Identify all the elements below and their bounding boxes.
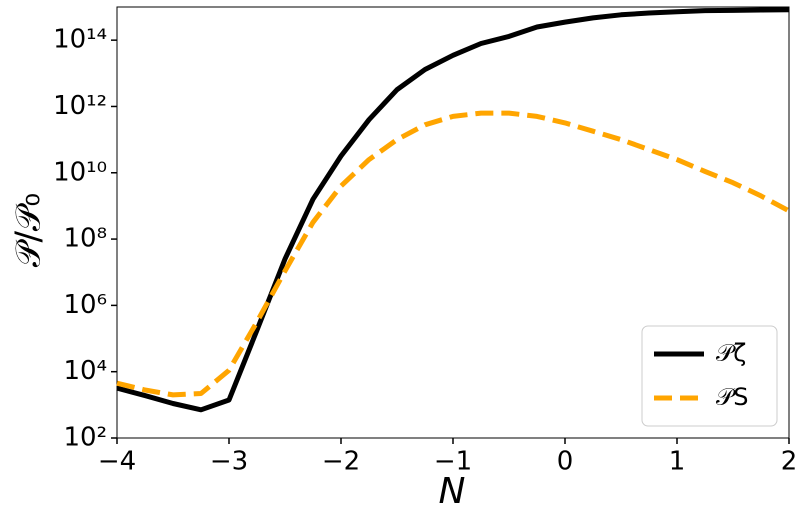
y-tick-label: 10¹⁰ [53,157,107,187]
legend-box [641,325,778,427]
series-line [116,110,791,398]
y-tick-label: 10¹² [53,91,107,121]
y-tick-label: 10⁴ [63,356,107,386]
x-tick-label: 1 [669,447,686,477]
y-tick-label: 10⁸ [63,224,107,254]
x-tick-label: −2 [322,447,360,477]
legend-label: 𝒫S [716,383,749,411]
y-tick-label: 10⁶ [63,290,107,320]
x-tick-label: 0 [557,447,574,477]
y-axis-label: 𝒫/𝒫₀ [9,193,49,267]
y-tick-label: 10¹⁴ [53,25,107,55]
y-tick-label: 10² [63,423,107,453]
x-axis-label: N [439,471,466,512]
x-tick-label: −3 [210,447,248,477]
x-tick-label: 2 [781,447,798,477]
x-tick-label: −1 [434,447,472,477]
legend-label: 𝒫ζ [716,339,746,367]
x-tick-label: −4 [98,447,136,477]
series-line [116,7,790,413]
